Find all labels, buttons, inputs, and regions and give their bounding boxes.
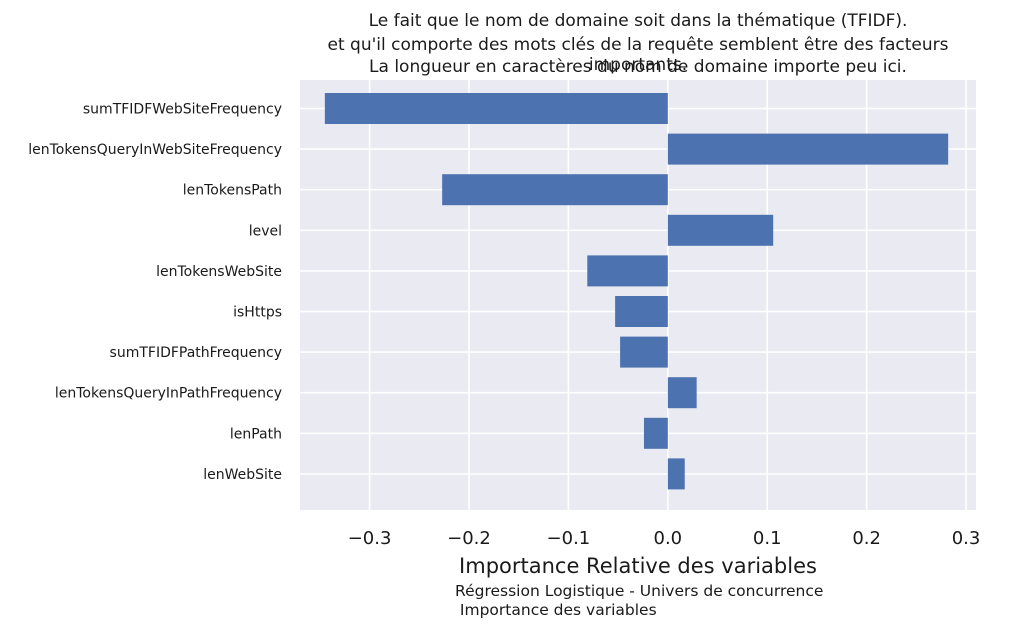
bar-sumTFIDFWebSiteFrequency — [324, 93, 668, 124]
bar-lenPath — [643, 417, 668, 449]
y-tick-label-8: lenPath — [230, 426, 282, 442]
bar-sumTFIDFPathFrequency — [620, 336, 668, 368]
bars — [324, 93, 949, 490]
x-axis-label: Importance Relative des variables — [459, 554, 817, 578]
y-tick-label-0: sumTFIDFWebSiteFrequency — [83, 102, 282, 118]
bar-level — [667, 214, 774, 246]
chart-title-line-3: La longueur en caractères du nom de doma… — [369, 57, 907, 77]
x-tick-label-1: −0.2 — [447, 528, 491, 549]
chart-title-line-1: Le fait que le nom de domaine soit dans … — [368, 11, 908, 31]
bar-lenTokensPath — [442, 174, 668, 206]
bar-lenTokensQueryInPathFrequency — [667, 377, 697, 409]
y-tick-label-2: lenTokensPath — [183, 183, 282, 199]
x-tick-label-2: −0.1 — [547, 528, 591, 549]
bar-lenWebSite — [667, 458, 685, 490]
y-tick-label-1: lenTokensQueryInWebSiteFrequency — [28, 142, 282, 158]
x-tick-label-0: −0.3 — [348, 528, 392, 549]
bar-lenTokensQueryInWebSiteFrequency — [667, 133, 949, 165]
x-tick-label-5: 0.2 — [852, 528, 881, 549]
x-tick-labels: −0.3 −0.2 −0.1 0.0 0.1 0.2 0.3 — [348, 528, 981, 549]
y-tick-labels: sumTFIDFWebSiteFrequency lenTokensQueryIn… — [28, 102, 282, 483]
y-tick-label-9: lenWebSite — [203, 467, 282, 483]
y-tick-label-6: sumTFIDFPathFrequency — [110, 345, 282, 361]
x-tick-label-4: 0.1 — [753, 528, 782, 549]
y-tick-label-7: lenTokensQueryInPathFrequency — [55, 386, 282, 402]
caption-line-2: Importance des variables — [455, 601, 657, 619]
chart-title-line-2: et qu'il comporte des mots clés de la re… — [327, 35, 949, 75]
bar-isHttps — [615, 296, 668, 327]
caption-line-1: Régression Logistique - Univers de concu… — [455, 582, 824, 600]
x-tick-label-3: 0.0 — [654, 528, 683, 549]
y-tick-label-4: lenTokensWebSite — [156, 264, 282, 280]
bar-lenTokensWebSite — [587, 255, 668, 287]
y-tick-label-5: isHttps — [233, 305, 282, 321]
x-tick-label-6: 0.3 — [952, 528, 981, 549]
y-tick-label-3: level — [249, 223, 282, 239]
